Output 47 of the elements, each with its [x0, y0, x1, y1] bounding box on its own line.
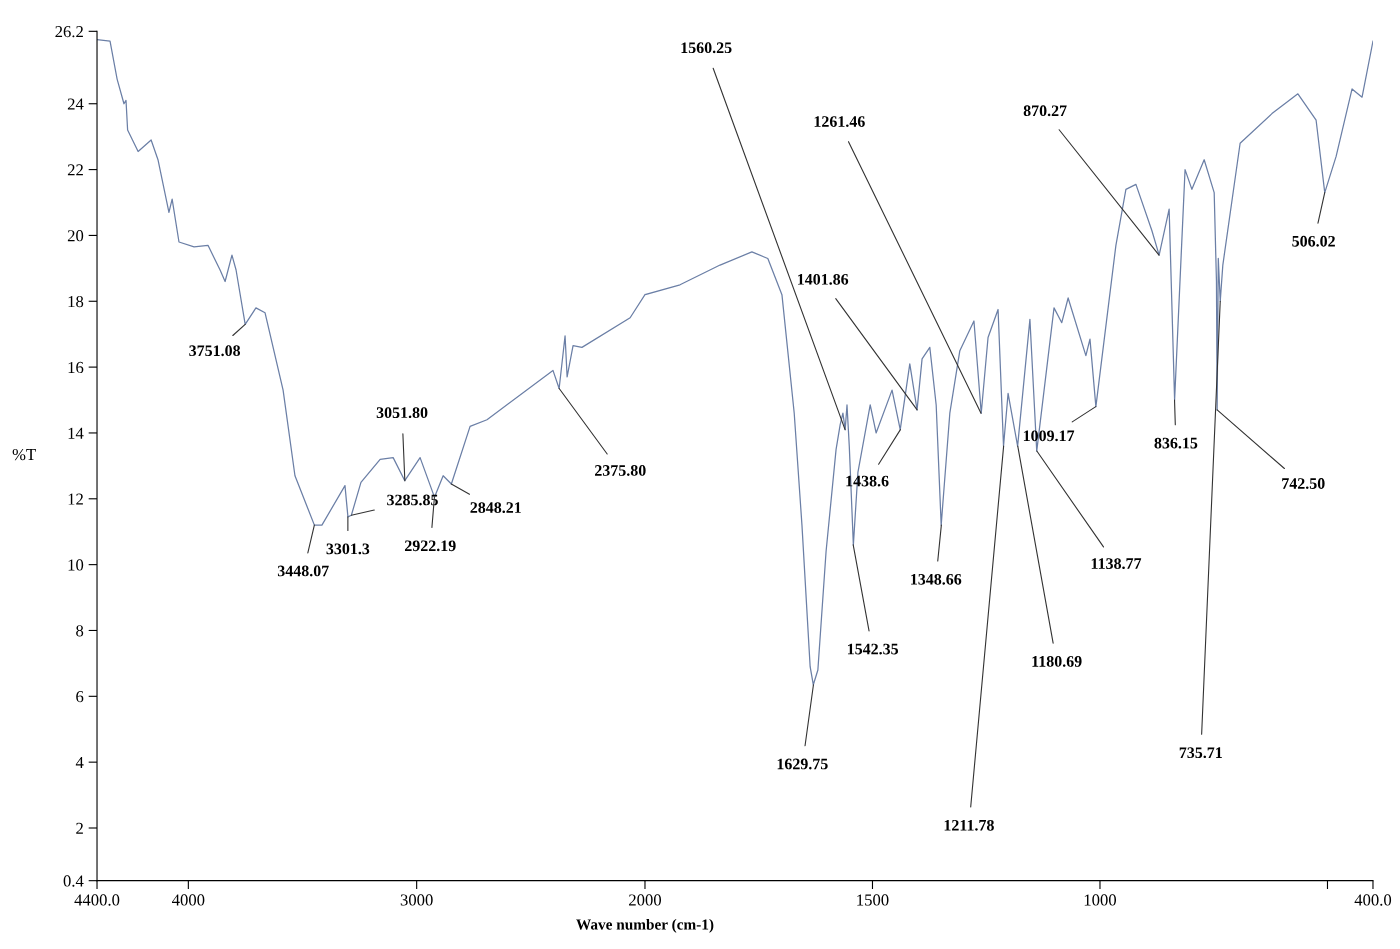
y-tick-label: 20 — [67, 230, 84, 242]
annotation: 735.71 — [1179, 747, 1222, 759]
y-tick-label: 14 — [68, 427, 84, 439]
x-tick-label: 1000 — [1084, 894, 1117, 906]
y-tick-label: 4 — [75, 756, 84, 768]
annotation: 3751.08 — [189, 345, 241, 357]
annotation: 1629.75 — [777, 758, 828, 770]
y-tick-label: 2 — [76, 822, 83, 834]
x-tick-label: 2000 — [629, 894, 662, 906]
annotation: 1261.46 — [814, 116, 865, 127]
y-tick-label: 6 — [76, 691, 84, 703]
x-axis-title: Wave number (cm-1) — [576, 918, 714, 933]
annotation: 1560.25 — [681, 42, 732, 54]
annotation: 2375.80 — [595, 465, 646, 476]
y-tick-label: 8 — [76, 625, 84, 637]
x-tick-label: 4000 — [172, 894, 205, 906]
x-tick-label: 1500 — [857, 894, 889, 906]
annotation: 1138.77 — [1091, 558, 1142, 570]
y-axis-title: %T — [12, 448, 36, 461]
annotation: 3301.3 — [326, 543, 370, 555]
annotation: 1211.78 — [944, 819, 994, 831]
annotation: 1348.66 — [911, 573, 962, 585]
y-tick-label: 0.4 — [63, 875, 84, 887]
annotation: 3051.80 — [376, 407, 428, 419]
annotation: 3448.07 — [277, 565, 329, 577]
annotation: 1180.69 — [1032, 656, 1082, 667]
annotation: 1009.17 — [1023, 430, 1075, 442]
annotation: 2848.21 — [470, 502, 521, 514]
y-tick-label: 22 — [67, 164, 83, 176]
x-tick-label: 4400.0 — [74, 894, 120, 906]
annotation: 2922.19 — [404, 540, 456, 552]
annotation: 506.02 — [1292, 235, 1335, 247]
annotation: 1438.6 — [846, 475, 889, 487]
annotation: 1542.35 — [847, 643, 899, 655]
y-tick-label: 26.2 — [55, 26, 83, 38]
y-tick-label: 12 — [68, 493, 83, 505]
annotation: 836.15 — [1154, 437, 1198, 449]
y-tick-label: 24 — [67, 98, 84, 110]
x-tick-label: 400.0 — [1354, 894, 1392, 906]
annotation: 870.27 — [1023, 105, 1067, 117]
annotation: 1401.86 — [798, 273, 849, 285]
annotation: 742.50 — [1282, 478, 1325, 489]
x-tick-label: 3000 — [400, 894, 433, 906]
y-tick-label: 18 — [68, 295, 84, 308]
y-tick-label: 16 — [68, 361, 84, 374]
annotation: 3285.85 — [387, 494, 438, 506]
y-tick-label: 10 — [68, 559, 84, 571]
